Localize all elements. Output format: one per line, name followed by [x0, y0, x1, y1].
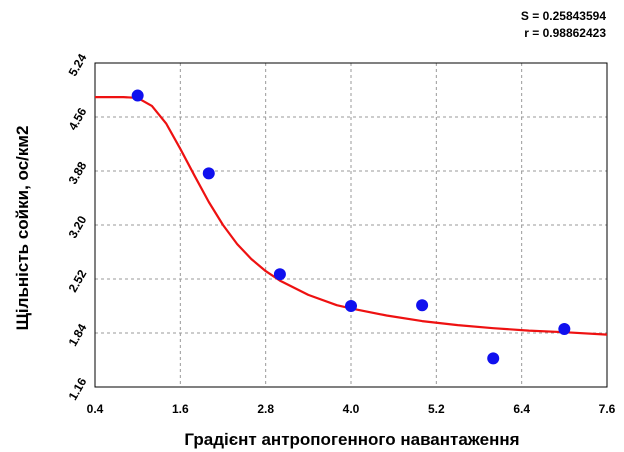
fit-curve — [95, 96, 608, 336]
y-tick-label: 4.56 — [66, 105, 90, 133]
x-tick-label: 2.8 — [257, 402, 274, 416]
x-axis-ticks: 0.4 1.6 2.8 4.0 5.2 6.4 7.6 — [87, 402, 616, 416]
y-tick-label: 1.16 — [66, 375, 90, 403]
s-statistic: S = 0.25843594 — [520, 9, 606, 23]
data-point — [345, 300, 357, 312]
fit-curve-layer — [95, 96, 608, 336]
y-axis-label: Щільність сойки, ос/км2 — [13, 126, 32, 331]
plot-frame — [94, 62, 608, 388]
x-tick-label: 5.2 — [428, 402, 445, 416]
data-point — [487, 352, 500, 365]
data-point — [202, 167, 215, 180]
y-axis-ticks: 1.16 1.84 2.52 3.20 3.88 4.56 5.24 — [66, 51, 90, 403]
x-tick-label: 1.6 — [172, 402, 189, 416]
data-point — [558, 323, 571, 336]
y-tick-label: 3.88 — [66, 159, 90, 187]
x-tick-label: 0.4 — [87, 402, 104, 416]
x-tick-label: 4.0 — [343, 402, 360, 416]
data-point — [273, 268, 286, 281]
grid — [95, 63, 607, 387]
r-statistic: r = 0.98862423 — [524, 26, 606, 40]
x-tick-label: 6.4 — [513, 402, 530, 416]
y-tick-label: 1.84 — [66, 321, 90, 349]
data-points-layer — [131, 89, 571, 365]
data-point — [131, 89, 144, 102]
data-point — [416, 299, 429, 312]
x-axis-label: Градієнт антропогенного навантаження — [184, 430, 519, 449]
y-tick-label: 5.24 — [66, 51, 90, 79]
x-tick-label: 7.6 — [599, 402, 616, 416]
y-tick-label: 3.20 — [66, 213, 90, 241]
y-tick-label: 2.52 — [66, 267, 90, 295]
